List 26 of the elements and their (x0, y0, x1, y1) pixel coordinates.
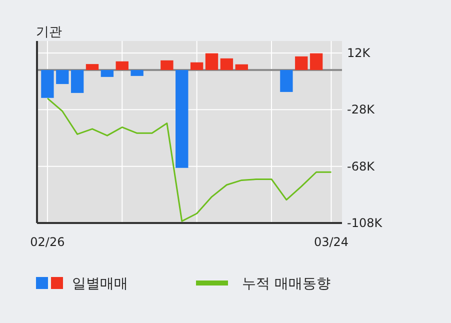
bar (176, 70, 188, 168)
bar (235, 64, 248, 70)
legend-label: 누적 매매동향 (242, 276, 330, 292)
x-tick-label: 02/26 (30, 235, 65, 249)
bar (86, 64, 99, 70)
y-tick-label: -108K (347, 216, 384, 230)
legend-label: 일별매매 (72, 276, 128, 292)
bar (190, 62, 204, 70)
x-tick-label: 03/24 (314, 235, 349, 249)
bar (41, 70, 54, 98)
bar (116, 61, 128, 70)
bar (56, 70, 69, 84)
bar (130, 70, 144, 76)
bar (295, 56, 308, 70)
bar (280, 70, 293, 92)
y-tick-label: -68K (347, 159, 376, 174)
bar (100, 70, 114, 77)
y-tick-label: 12K (347, 46, 372, 60)
y-tick-label: -28K (347, 102, 376, 117)
bar (310, 53, 323, 70)
bar (160, 60, 174, 70)
bar (220, 58, 234, 70)
chart-title: 기관 (36, 25, 62, 40)
bar (205, 53, 218, 70)
line-series (46, 98, 332, 222)
bar (70, 70, 84, 93)
